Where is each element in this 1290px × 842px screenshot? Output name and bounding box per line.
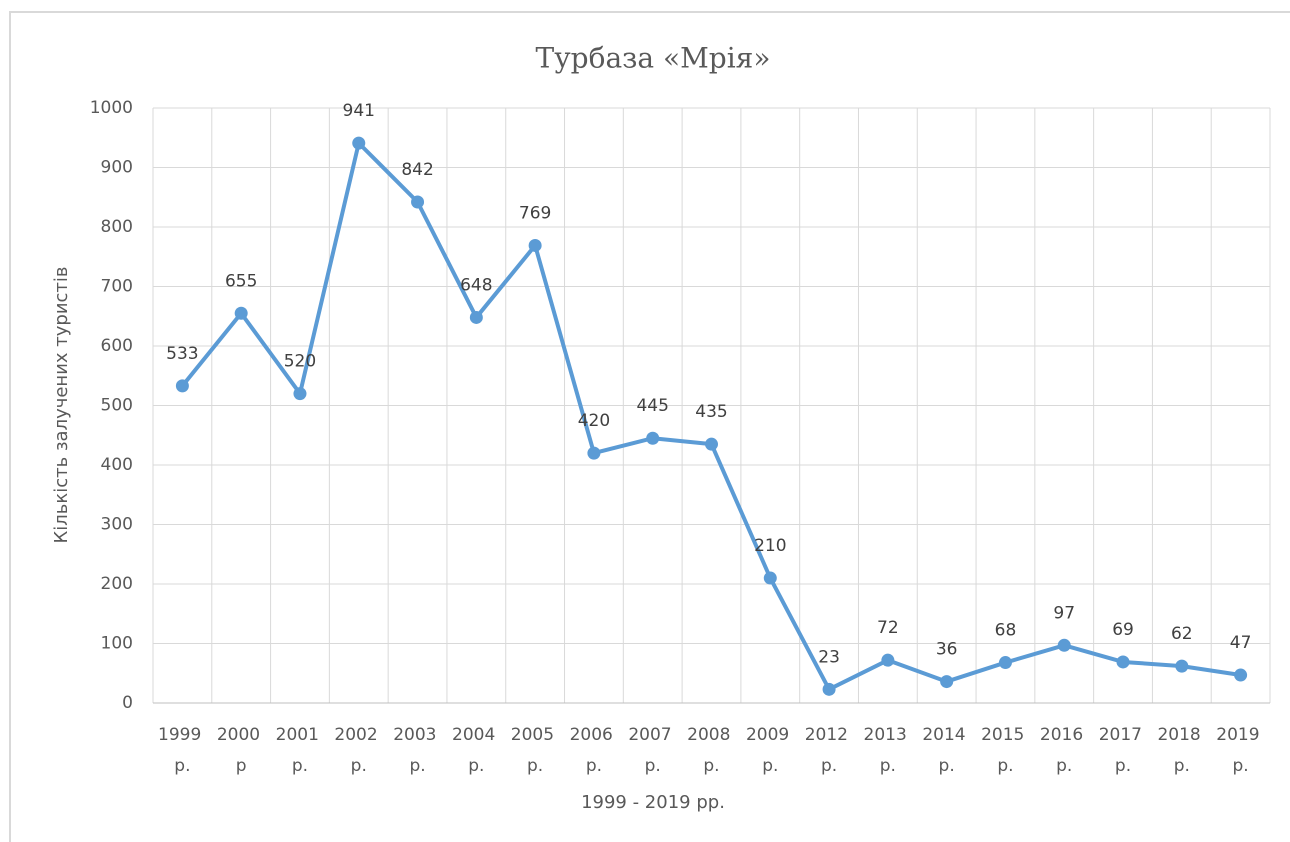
x-axis-title: 1999 - 2019 рр. bbox=[581, 792, 725, 813]
marker bbox=[1234, 668, 1248, 682]
x-tick-label: 2018 р. bbox=[1157, 725, 1206, 776]
marker bbox=[234, 306, 248, 320]
marker bbox=[940, 675, 954, 689]
x-tick-label: 2009 р. bbox=[746, 725, 795, 776]
marker bbox=[293, 387, 307, 401]
data-label: 62 bbox=[1171, 624, 1193, 644]
x-tick-label: 2008 р. bbox=[687, 725, 736, 776]
marker bbox=[881, 653, 895, 667]
marker bbox=[763, 571, 777, 585]
x-tick-label: 2007 р. bbox=[628, 725, 677, 776]
marker bbox=[1057, 638, 1071, 652]
y-axis-title: Кількість залучених туристів bbox=[51, 266, 72, 543]
y-tick-label: 500 bbox=[101, 396, 133, 416]
data-label: 47 bbox=[1230, 633, 1252, 653]
marker bbox=[1175, 659, 1189, 673]
chart-title: Турбаза «Мрія» bbox=[536, 42, 771, 75]
data-label: 420 bbox=[578, 411, 610, 431]
x-tick-label: 2000 р bbox=[217, 725, 266, 776]
marker bbox=[646, 431, 660, 445]
data-label: 648 bbox=[460, 275, 492, 295]
marker bbox=[822, 682, 836, 696]
data-label: 941 bbox=[343, 101, 375, 121]
data-label: 210 bbox=[754, 536, 786, 556]
data-label: 69 bbox=[1112, 620, 1134, 640]
data-label: 97 bbox=[1053, 603, 1075, 623]
x-tick-label: 2019 р. bbox=[1216, 725, 1265, 776]
data-label: 769 bbox=[519, 203, 551, 223]
y-tick-label: 200 bbox=[101, 574, 133, 594]
x-tick-label: 2002 р. bbox=[334, 725, 383, 776]
chart-border bbox=[9, 11, 1290, 842]
marker bbox=[1116, 655, 1130, 669]
y-tick-label: 700 bbox=[101, 277, 133, 297]
data-label: 72 bbox=[877, 618, 899, 638]
data-label: 435 bbox=[695, 402, 727, 422]
x-tick-label: 2013 р. bbox=[864, 725, 913, 776]
marker bbox=[587, 446, 601, 460]
y-tick-label: 300 bbox=[101, 515, 133, 535]
y-tick-label: 600 bbox=[101, 336, 133, 356]
x-tick-label: 2003 р. bbox=[393, 725, 442, 776]
data-label: 36 bbox=[936, 640, 958, 660]
x-tick-label: 2012 р. bbox=[805, 725, 854, 776]
x-tick-label: 2004 р. bbox=[452, 725, 501, 776]
x-tick-label: 2017 р. bbox=[1099, 725, 1148, 776]
y-tick-label: 800 bbox=[101, 217, 133, 237]
marker bbox=[469, 310, 483, 324]
marker bbox=[998, 656, 1012, 670]
x-tick-label: 2001 р. bbox=[276, 725, 325, 776]
data-label: 533 bbox=[166, 344, 198, 364]
data-label: 23 bbox=[818, 647, 840, 667]
x-tick-label: 1999 р. bbox=[158, 725, 207, 776]
y-tick-label: 0 bbox=[122, 693, 133, 713]
marker bbox=[411, 195, 425, 209]
data-label: 520 bbox=[284, 352, 316, 372]
y-tick-label: 900 bbox=[101, 158, 133, 178]
data-label: 68 bbox=[995, 621, 1017, 641]
x-tick-label: 2014 р. bbox=[922, 725, 971, 776]
x-tick-label: 2006 р. bbox=[570, 725, 619, 776]
x-tick-label: 2015 р. bbox=[981, 725, 1030, 776]
y-tick-label: 400 bbox=[101, 455, 133, 475]
data-label: 445 bbox=[636, 396, 668, 416]
marker bbox=[528, 238, 542, 252]
data-label: 842 bbox=[401, 160, 433, 180]
data-label: 655 bbox=[225, 271, 257, 291]
marker bbox=[705, 437, 718, 451]
marker bbox=[352, 136, 366, 150]
marker bbox=[175, 379, 189, 393]
y-tick-label: 1000 bbox=[90, 98, 133, 118]
x-tick-label: 2016 р. bbox=[1040, 725, 1089, 776]
y-tick-label: 100 bbox=[101, 634, 133, 654]
x-tick-label: 2005 р. bbox=[511, 725, 560, 776]
